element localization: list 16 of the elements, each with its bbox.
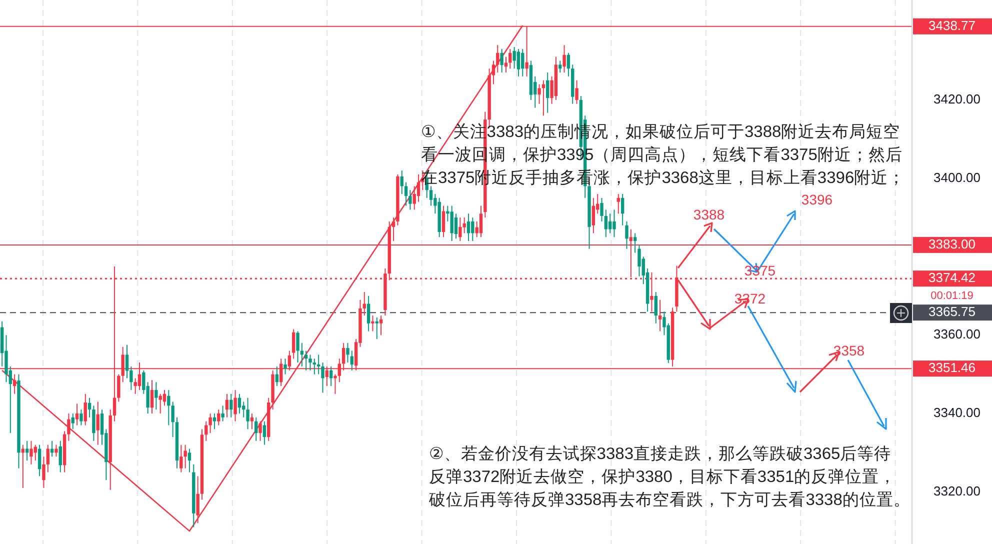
- y-tick-label: 3320.00: [934, 483, 980, 498]
- ref-line-label: 3351.46: [928, 360, 976, 376]
- ref-line-label: 3438.77: [928, 18, 976, 33]
- text: 00:01:19: [930, 290, 974, 302]
- annotation: 3388: [693, 206, 725, 223]
- ref-line-label: 3365.75: [928, 304, 976, 319]
- annotation: 3358: [833, 342, 865, 359]
- y-tick-label: 3400.00: [934, 170, 980, 185]
- annotation: ②、若金价没有去试探3383直接走跌，那么等跌破3365后等待反弹3372附近去做空，保护3380，目标下看3351的反弹位置，破位后再等待反弹3358再去布空看跌，下方可去看3338的位置。: [428, 444, 910, 509]
- annotation: 3375: [744, 262, 776, 279]
- y-tick-label: 3340.00: [934, 404, 980, 420]
- y-tick-label: 3420.00: [934, 91, 980, 106]
- ref-line-label: 3374.42: [928, 270, 976, 286]
- annotation: 3396: [801, 192, 833, 208]
- y-tick-label: 3360.00: [934, 326, 980, 342]
- ref-line-label: 3383.00: [928, 236, 976, 252]
